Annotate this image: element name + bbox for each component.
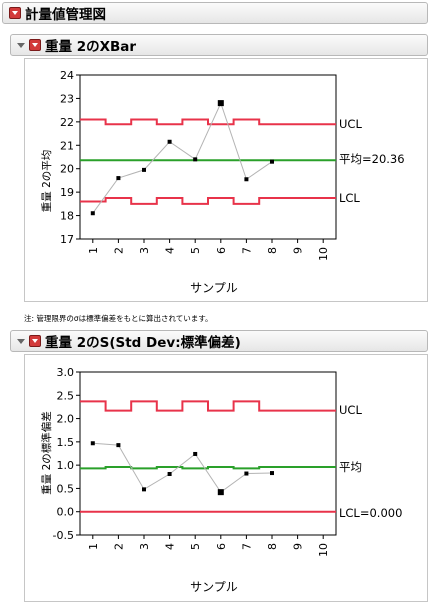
s-y-tick-label: -0.5 [53,529,74,542]
s-x-tick-label: 1 [87,543,100,550]
s-data-point [193,451,198,456]
xbar-y-tick-label: 23 [60,92,74,105]
xbar-y-tick-label: 18 [60,210,74,223]
s-center-label: 平均 [339,460,362,474]
xbar-data-point [217,100,224,107]
xbar-x-tick-label: 5 [189,247,202,254]
xbar-ucl-line [80,118,336,126]
s-header: 重量 2のS(Std Dev:標準偏差) [10,330,428,352]
s-y-axis-label: 重量 2の標準偏差 [40,411,53,495]
xbar-lcl-label: LCL [339,191,360,205]
s-x-tick-label: 6 [215,543,228,550]
s-center-line [80,466,336,470]
s-data-point [167,471,172,476]
xbar-x-tick-label: 7 [240,247,253,254]
xbar-y-tick-label: 19 [60,186,74,199]
report-title: 計量値管理図 [25,7,106,23]
xbar-data-point [142,167,146,172]
xbar-menu-icon[interactable] [29,39,41,51]
s-x-tick-label: 10 [317,543,330,557]
s-data-point [244,471,249,476]
xbar-x-tick-label: 4 [164,247,177,254]
xbar-data-point [244,177,249,182]
s-disclosure-icon[interactable] [17,338,25,344]
xbar-data-point [90,211,95,216]
s-chart: 重量 2の標準偏差 サンプル UCL 平均 LCL=0.000 -0.5 0.0 0… [40,366,402,594]
s-data-point [90,441,95,446]
s-title: 重量 2のS(Std Dev:標準偏差) [45,335,241,351]
xbar-header: 重量 2のXBar [10,34,428,56]
s-data-point [217,489,224,496]
s-y-tick-label: 0.5 [57,482,75,495]
xbar-x-tick-label: 6 [215,247,228,254]
s-x-tick-label: 5 [189,543,202,550]
s-y-tick-label: 3.0 [57,366,75,379]
s-x-axis-label: サンプル [190,580,238,594]
xbar-lcl-line [80,197,336,205]
s-x-tick-label: 3 [138,543,151,550]
xbar-panel: 重量 2の平均 サンプル UCL 平均=20.36 LCL 17 18 19 20 21… [24,58,428,302]
xbar-data-point [193,157,198,162]
xbar-center-label: 平均=20.36 [339,152,405,166]
xbar-x-tick-label: 2 [112,247,125,254]
xbar-data-point [116,176,121,181]
xbar-x-tick-label: 10 [317,247,330,261]
s-x-tick-label: 7 [240,543,253,550]
s-y-tick-label: 0.0 [57,506,75,519]
xbar-y-tick-label: 24 [60,69,74,82]
xbar-y-axis-label: 重量 2の平均 [40,150,53,213]
xbar-y-tick-label: 20 [60,163,74,176]
s-ucl-line [80,400,336,412]
report-menu-icon[interactable] [9,7,21,19]
xbar-plot-frame [79,74,337,240]
s-y-tick-label: 2.5 [57,389,75,402]
xbar-chart: 重量 2の平均 サンプル UCL 平均=20.36 LCL 1718192021… [40,69,405,295]
xbar-title: 重量 2のXBar [45,39,137,55]
s-data-point [270,471,274,476]
xbar-x-tick-label: 8 [266,247,279,254]
xbar-x-axis-label: サンプル [190,281,238,295]
xbar-x-tick-label: 1 [87,247,100,254]
xbar-disclosure-icon[interactable] [17,42,25,48]
s-x-tick-label: 8 [266,543,279,550]
s-x-tick-label: 2 [112,543,125,550]
s-y-tick-label: 2.0 [57,413,75,426]
report-header: 計量値管理図 [2,2,428,24]
xbar-y-tick-label: 22 [60,116,74,129]
xbar-y-tick-label: 21 [60,139,74,152]
xbar-ucl-label: UCL [339,117,362,131]
s-data-point [116,443,121,448]
s-x-tick-label: 9 [292,543,305,550]
s-y-tick-label: 1.5 [57,436,75,449]
s-data-line [92,442,273,493]
s-x-tick-label: 4 [164,543,177,550]
xbar-x-tick-label: 3 [138,247,151,254]
s-lcl-label: LCL=0.000 [339,506,402,520]
s-menu-icon[interactable] [29,335,41,347]
xbar-y-tick-label: 17 [60,233,74,246]
xbar-data-point [270,159,274,164]
s-ucl-label: UCL [339,403,362,417]
s-panel: 重量 2の標準偏差 サンプル UCL 平均 LCL=0.000 -0.5 0.0 0… [24,354,428,602]
xbar-data-line [92,101,273,214]
s-data-point [142,487,146,492]
s-plot-frame [79,371,337,536]
s-y-tick-label: 1.0 [57,459,75,472]
sigma-note: 注: 管理限界のσは標準偏差をもとに算出されています。 [24,314,213,323]
xbar-data-point [167,139,172,144]
xbar-x-tick-label: 9 [292,247,305,254]
